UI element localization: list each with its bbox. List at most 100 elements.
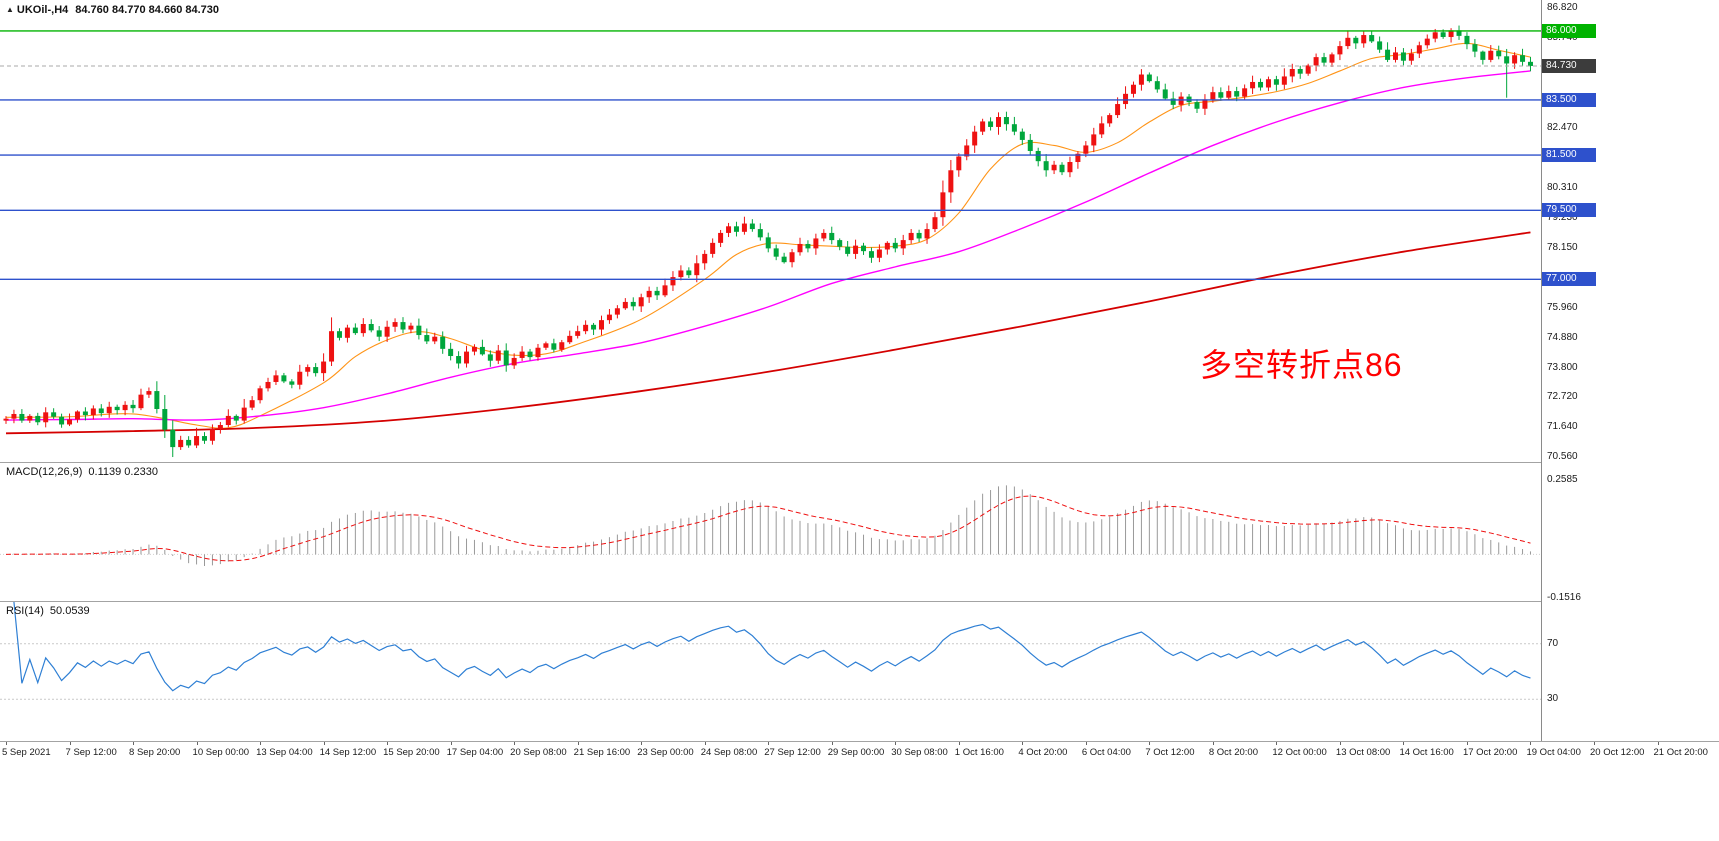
rsi-indicator-canvas[interactable]: [0, 602, 1541, 741]
candle-body: [1512, 55, 1518, 64]
candle-body: [932, 217, 938, 230]
price-axis[interactable]: 86.82085.74082.47080.31079.23078.15075.9…: [1541, 0, 1719, 741]
price-axis-label: 74.880: [1547, 331, 1578, 343]
time-axis-label: 4 Oct 20:00: [1018, 747, 1068, 758]
candle-body: [408, 325, 414, 330]
candle-body: [59, 416, 65, 425]
candle-body: [1456, 30, 1462, 36]
panel-separator[interactable]: [0, 462, 1719, 463]
time-axis-tick: [768, 742, 770, 745]
candle-body: [138, 394, 144, 409]
candle-body: [718, 232, 724, 243]
candle-body: [440, 336, 446, 349]
candle-body: [1273, 79, 1279, 85]
candle-body: [1059, 164, 1065, 173]
candle-body: [797, 243, 803, 253]
price-tag-level: 79.500: [1542, 203, 1596, 218]
macd-name: MACD(12,26,9): [6, 466, 83, 478]
candle-body: [1011, 124, 1017, 132]
candle-body: [1289, 68, 1295, 77]
candle-body: [74, 411, 80, 420]
candle-body: [178, 439, 184, 448]
candle-body: [90, 408, 96, 416]
time-axis-tick: [133, 742, 135, 745]
candle-body: [1146, 74, 1152, 82]
candle-body: [614, 308, 620, 315]
candle-body: [162, 409, 168, 430]
time-axis-label: 14 Oct 16:00: [1399, 747, 1454, 758]
time-axis-tick: [704, 742, 706, 745]
candle-body: [686, 270, 692, 276]
candle-body: [1107, 115, 1113, 124]
candle-body: [432, 336, 438, 342]
candle-body: [1075, 153, 1081, 163]
candle-body: [853, 245, 859, 254]
candle-body: [1154, 81, 1160, 90]
rsi-label: RSI(14) 50.0539: [6, 605, 90, 617]
time-axis-label: 7 Oct 12:00: [1145, 747, 1195, 758]
candle-body: [551, 343, 557, 350]
candle-body: [1138, 74, 1144, 85]
candle-body: [1297, 68, 1303, 74]
candle-body: [980, 121, 986, 132]
time-axis-label: 7 Sep 12:00: [65, 747, 117, 758]
candle-body: [416, 325, 422, 336]
candle-body: [360, 324, 366, 334]
candle-body: [1480, 51, 1486, 60]
time-axis-tick: [1149, 742, 1151, 745]
macd-label: MACD(12,26,9) 0.1139 0.2330: [6, 466, 158, 478]
candle-body: [1067, 162, 1073, 173]
time-axis-tick: [450, 742, 452, 745]
candle-body: [376, 330, 382, 337]
macd-indicator-canvas[interactable]: [0, 463, 1541, 601]
time-axis-tick: [1657, 742, 1659, 745]
candle-body: [789, 252, 795, 263]
candle-body: [1003, 117, 1009, 125]
candle-body: [948, 170, 954, 193]
candle-body: [1504, 56, 1510, 64]
time-axis-tick: [1212, 742, 1214, 745]
time-axis-label: 30 Sep 08:00: [891, 747, 948, 758]
time-axis-tick: [577, 742, 579, 745]
candle-body: [741, 223, 747, 232]
candle-body: [916, 232, 922, 239]
candle-body: [1377, 41, 1383, 50]
candle-body: [1432, 32, 1438, 39]
candle-body: [1162, 89, 1168, 99]
candle-body: [622, 301, 628, 309]
candle-body: [1321, 57, 1327, 63]
candle-body: [805, 243, 811, 249]
candle-body: [146, 391, 152, 395]
candle-body: [11, 413, 17, 419]
macd-values: 0.1139 0.2330: [88, 466, 158, 478]
candle-body: [392, 322, 398, 327]
candle-body: [567, 335, 573, 343]
candle-body: [646, 290, 652, 298]
candle-body: [43, 412, 49, 423]
candle-body: [503, 350, 509, 366]
candle-body: [1496, 50, 1502, 57]
symbol-timeframe-label: UKOil-,H4: [16, 4, 69, 16]
time-axis-tick: [387, 742, 389, 745]
candle-body: [1448, 30, 1454, 37]
time-axis-tick: [1339, 742, 1341, 745]
candle-body: [1218, 92, 1224, 98]
time-axis-label: 19 Oct 04:00: [1526, 747, 1581, 758]
candle-body: [1281, 76, 1287, 85]
panel-separator[interactable]: [0, 601, 1719, 602]
time-axis-tick: [260, 742, 262, 745]
candle-body: [225, 415, 231, 426]
candle-body: [1385, 49, 1391, 60]
candle-body: [1329, 54, 1335, 63]
time-axis[interactable]: 5 Sep 2021 7 Sep 12:00 8 Sep 20:00 10 Sep 0…: [0, 741, 1719, 770]
candle-body: [781, 256, 787, 263]
candle-body: [257, 388, 263, 401]
price-chart-canvas[interactable]: [0, 0, 1541, 462]
candle-body: [575, 331, 581, 336]
candle-body: [479, 346, 485, 355]
candle-body: [1258, 81, 1264, 88]
candle-body: [281, 375, 287, 382]
candle-body: [233, 415, 239, 421]
candle-body: [583, 324, 589, 332]
